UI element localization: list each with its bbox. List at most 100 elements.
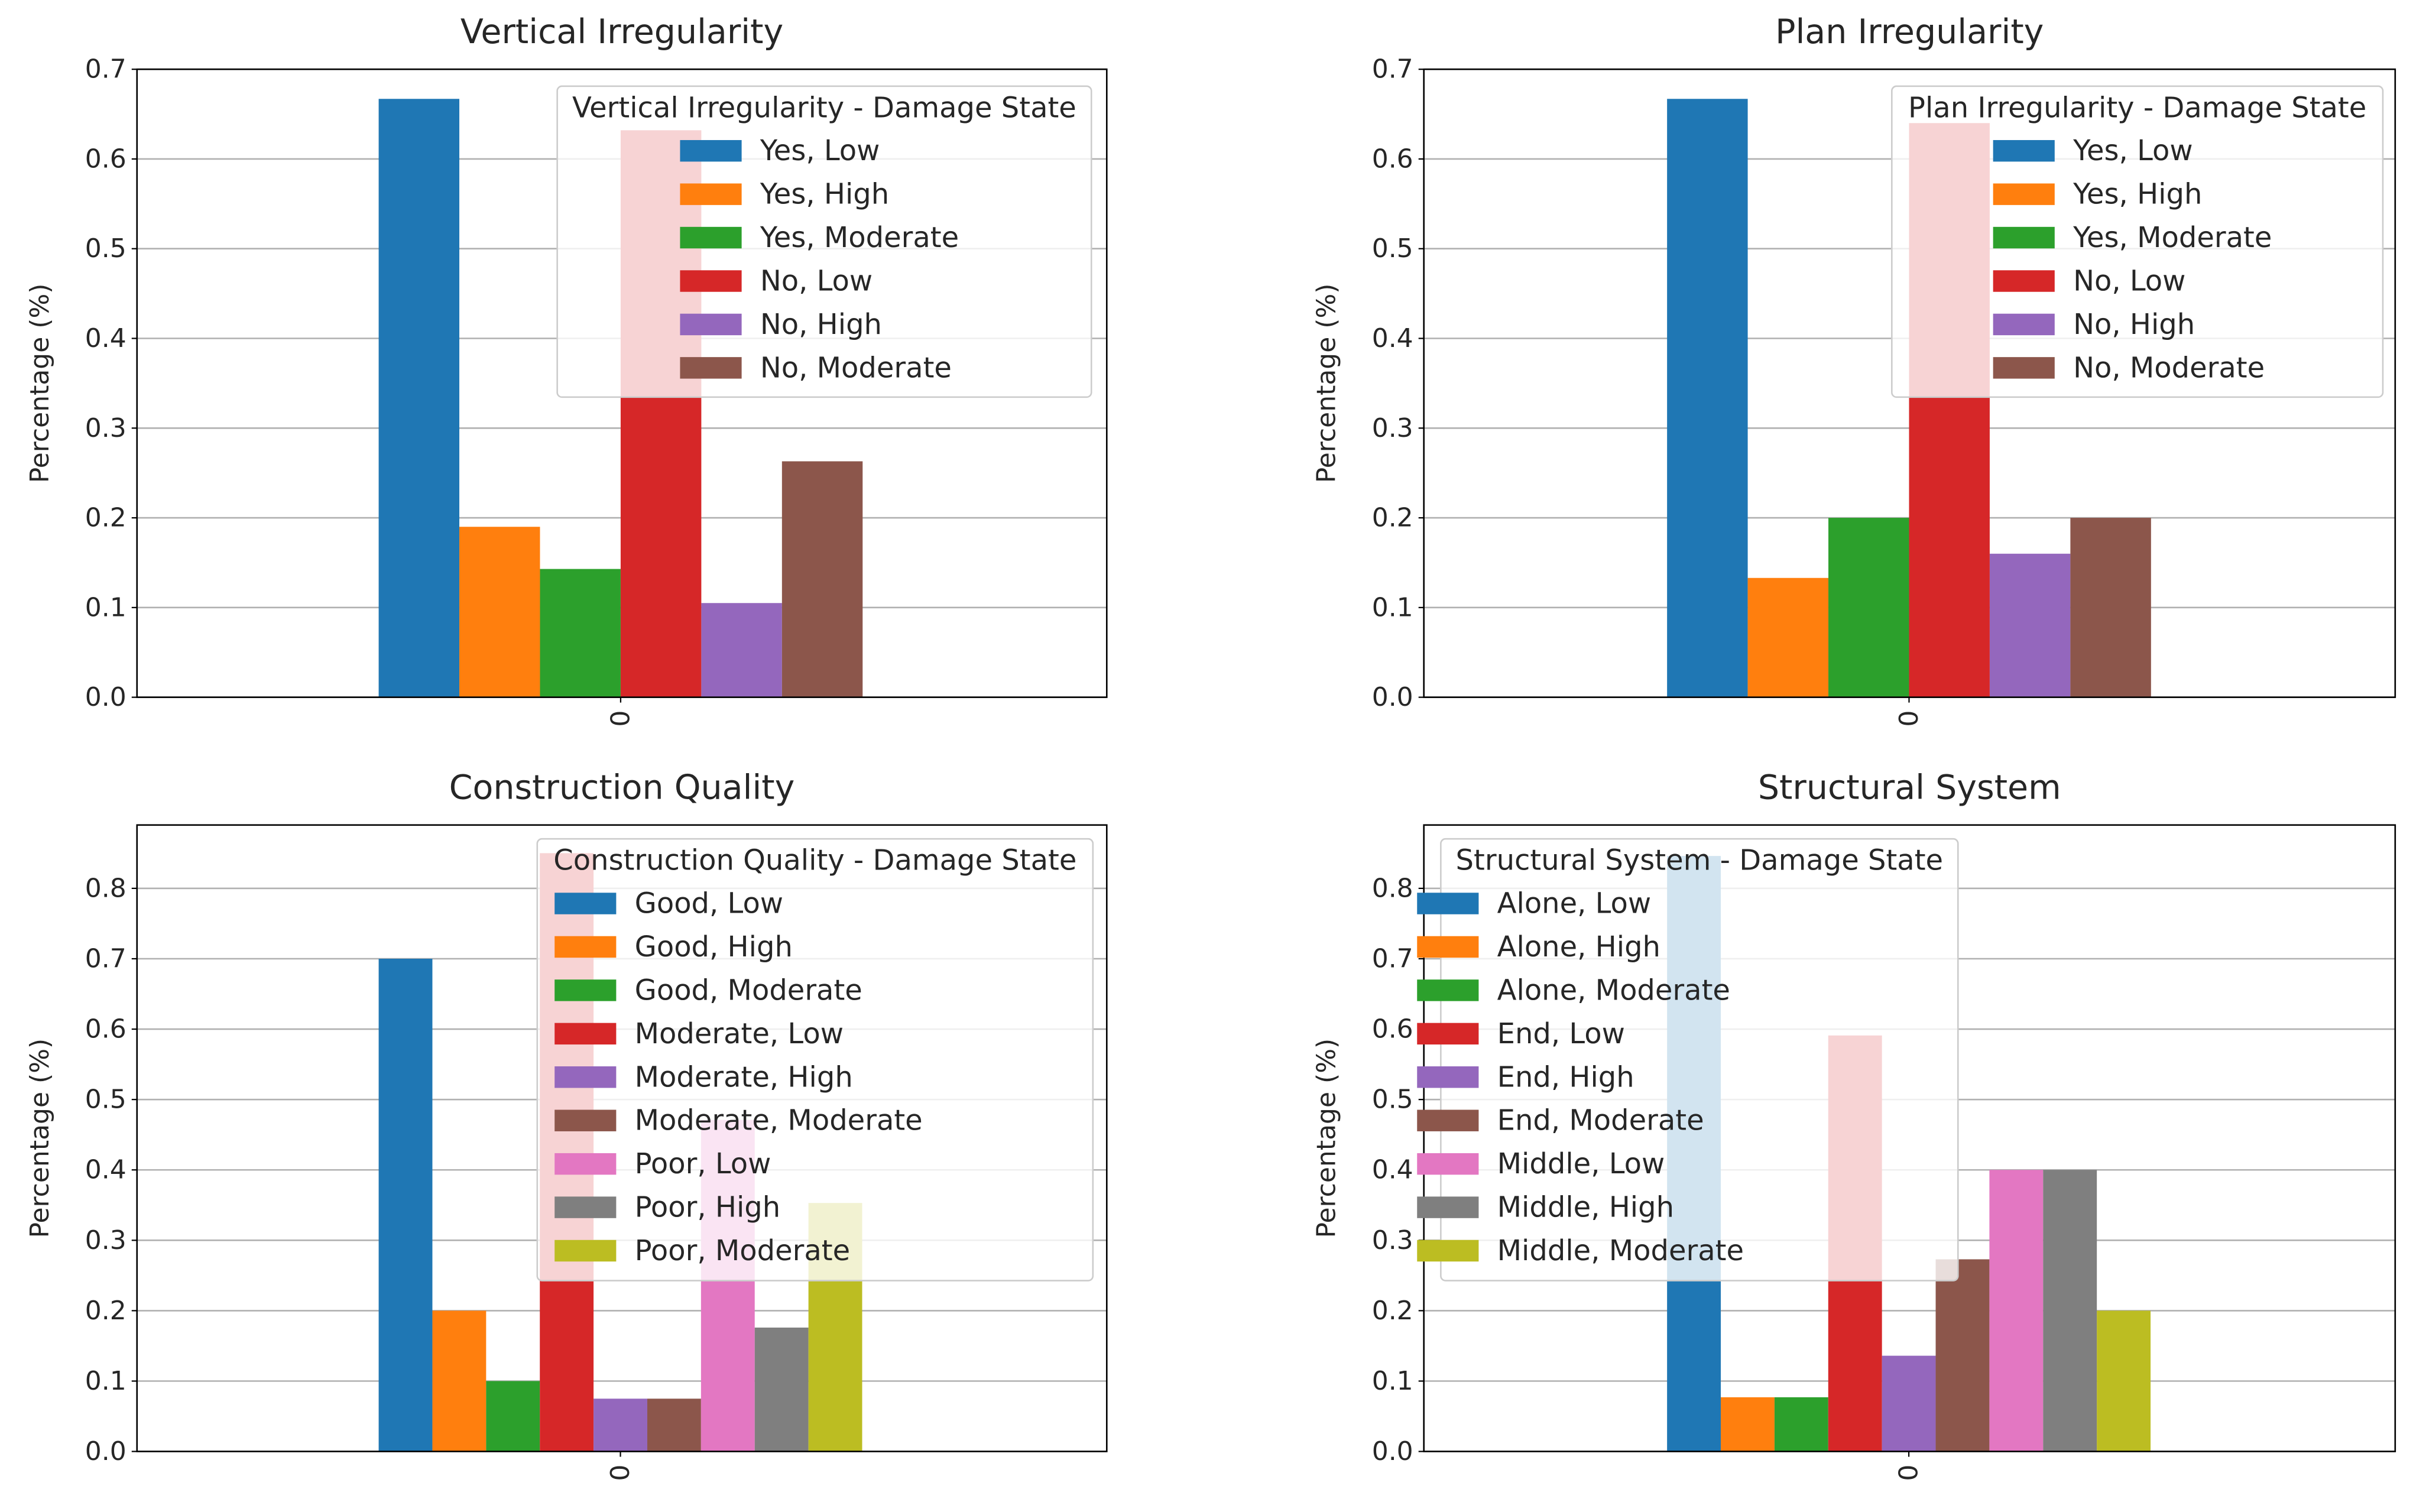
legend-label: Yes, Low bbox=[760, 134, 880, 167]
legend-swatch bbox=[554, 893, 617, 914]
y-tick-label: 0.0 bbox=[1372, 1436, 1413, 1466]
legend-label: No, Low bbox=[760, 264, 873, 297]
legend-swatch bbox=[680, 313, 742, 336]
legend-label: No, Moderate bbox=[760, 351, 952, 384]
y-tick-label: 0.4 bbox=[85, 323, 127, 353]
bar bbox=[2070, 518, 2151, 697]
legend-swatch bbox=[680, 357, 742, 379]
legend-title: Structural System - Damage State bbox=[1456, 844, 1944, 877]
legend-label: No, Low bbox=[2073, 264, 2185, 297]
bar bbox=[2043, 1170, 2097, 1452]
legend-label: End, High bbox=[1497, 1060, 1634, 1094]
legend-swatch bbox=[1417, 1066, 1479, 1088]
y-tick-label: 0.7 bbox=[85, 54, 127, 85]
legend-swatch bbox=[554, 1066, 617, 1088]
chart-panel: 0.0 0.1 0.2 0.3 0.4 0.5 0.6 0.7 0 Vertical Irregu… bbox=[25, 12, 1108, 727]
bar bbox=[647, 1399, 701, 1452]
chart-panel: 0.0 0.1 0.2 0.3 0.4 0.5 0.6 0.7 0.8 0 Structural S… bbox=[1312, 768, 2396, 1481]
axes-frame bbox=[1423, 68, 2396, 698]
legend-label: Middle, High bbox=[1497, 1191, 1674, 1224]
bar bbox=[1989, 553, 2071, 697]
bar bbox=[1828, 518, 1909, 697]
chart-title: Structural System bbox=[1758, 768, 2061, 807]
y-tick-label: 0.3 bbox=[85, 413, 127, 443]
legend-label: Alone, High bbox=[1497, 930, 1660, 963]
legend-swatch bbox=[1993, 357, 2055, 379]
x-tick-label: 0 bbox=[605, 1465, 635, 1481]
legend-swatch bbox=[680, 139, 742, 162]
bar bbox=[701, 603, 782, 697]
y-tick-label: 0.1 bbox=[85, 592, 127, 622]
y-tick-label: 0.0 bbox=[85, 682, 127, 712]
legend-swatch bbox=[1417, 1240, 1479, 1262]
y-tick-label: 0.0 bbox=[1372, 682, 1413, 712]
axes-frame bbox=[136, 68, 1108, 698]
bar bbox=[432, 1310, 487, 1452]
y-tick-label: 0.6 bbox=[85, 1014, 127, 1044]
y-tick-label: 0.4 bbox=[1372, 323, 1413, 353]
x-tick-label: 0 bbox=[1894, 710, 1924, 727]
y-tick-label: 0.1 bbox=[85, 1366, 127, 1396]
bar bbox=[1721, 1397, 1775, 1452]
legend-label: Good, High bbox=[635, 930, 793, 963]
y-tick-label: 0.1 bbox=[1372, 1366, 1413, 1396]
legend-swatch bbox=[554, 936, 617, 958]
bar bbox=[1989, 1170, 2044, 1452]
bar bbox=[593, 1399, 647, 1452]
legend-swatch bbox=[1993, 139, 2055, 162]
legend-label: Good, Low bbox=[635, 887, 783, 920]
legend-swatch bbox=[554, 979, 617, 1001]
legend-swatch bbox=[1417, 936, 1479, 958]
bar bbox=[378, 958, 433, 1452]
legend: Plan Irregularity - Damage State Yes, Low… bbox=[1891, 85, 2384, 398]
y-tick-label: 0.6 bbox=[85, 144, 127, 174]
chart-title: Plan Irregularity bbox=[1775, 12, 2044, 51]
bar bbox=[1882, 1355, 1936, 1452]
y-axis-label: Percentage (%) bbox=[25, 284, 55, 484]
legend-label: Alone, Moderate bbox=[1497, 974, 1730, 1007]
legend-swatch bbox=[680, 226, 742, 249]
bar bbox=[1667, 99, 1748, 697]
bar bbox=[781, 461, 863, 697]
legend: Vertical Irregularity - Damage State Yes,… bbox=[556, 85, 1092, 398]
bar bbox=[754, 1327, 809, 1452]
bar bbox=[486, 1381, 540, 1452]
y-tick-label: 0.5 bbox=[85, 1085, 127, 1115]
y-tick-label: 0.6 bbox=[1372, 144, 1413, 174]
legend-label: Yes, High bbox=[2073, 178, 2202, 211]
y-axis-label: Percentage (%) bbox=[25, 1039, 55, 1238]
legend-label: No, High bbox=[2073, 308, 2195, 341]
legend-label: Yes, Moderate bbox=[2073, 221, 2272, 254]
y-tick-label: 0.4 bbox=[85, 1155, 127, 1185]
chart-panel: 0.0 0.1 0.2 0.3 0.4 0.5 0.6 0.7 0 Plan Irregulari… bbox=[1312, 12, 2396, 727]
legend-label: Moderate, High bbox=[635, 1060, 853, 1094]
bar bbox=[1935, 1259, 1990, 1452]
bar bbox=[2097, 1310, 2151, 1452]
y-tick-label: 0.7 bbox=[1372, 943, 1413, 974]
y-tick-label: 0.7 bbox=[1372, 54, 1413, 85]
bar bbox=[378, 99, 460, 697]
legend-swatch bbox=[1993, 183, 2055, 205]
legend-swatch bbox=[554, 1196, 617, 1218]
legend-swatch bbox=[1417, 1196, 1479, 1218]
axes-frame bbox=[136, 824, 1108, 1452]
legend-label: Poor, Low bbox=[635, 1147, 771, 1180]
legend-swatch bbox=[554, 1023, 617, 1045]
legend-swatch bbox=[680, 270, 742, 292]
y-tick-label: 0.3 bbox=[1372, 413, 1413, 443]
y-tick-label: 0.3 bbox=[85, 1225, 127, 1255]
bar bbox=[1747, 577, 1829, 697]
x-tick-label: 0 bbox=[1894, 1465, 1924, 1481]
legend-label: Yes, High bbox=[760, 178, 889, 211]
legend-swatch bbox=[1993, 226, 2055, 249]
legend-frame bbox=[1440, 838, 1959, 1281]
legend-swatch bbox=[1417, 1153, 1479, 1175]
legend: Construction Quality - Damage State Good,… bbox=[536, 838, 1094, 1281]
bar bbox=[540, 569, 621, 697]
legend-swatch bbox=[1993, 270, 2055, 292]
legend-label: No, High bbox=[760, 308, 882, 341]
y-axis-label: Percentage (%) bbox=[1312, 284, 1342, 484]
legend-label: No, Moderate bbox=[2073, 351, 2265, 384]
legend-label: Moderate, Low bbox=[635, 1017, 844, 1050]
legend-swatch bbox=[680, 183, 742, 205]
